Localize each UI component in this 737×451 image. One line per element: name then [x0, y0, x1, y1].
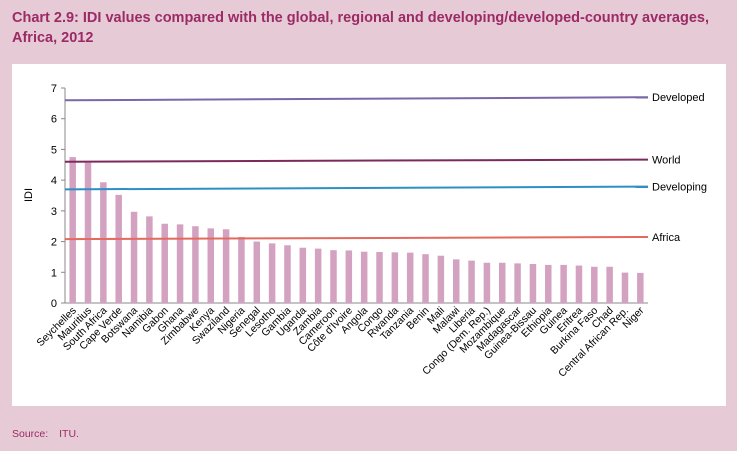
bar [238, 236, 245, 303]
y-tick-label: 7 [51, 83, 57, 95]
bar [146, 216, 153, 303]
bar [545, 264, 552, 303]
bar [314, 248, 322, 303]
y-tick-label: 6 [51, 114, 57, 126]
bar [637, 272, 644, 303]
bar [621, 272, 629, 303]
bar [406, 252, 414, 303]
bar [514, 263, 521, 303]
source-value: ITU. [59, 428, 79, 440]
bar [575, 265, 583, 303]
bar [130, 211, 138, 303]
bar [499, 262, 506, 303]
y-tick-label: 1 [51, 267, 57, 279]
reference-line-world [64, 158, 649, 163]
y-tick-label: 4 [51, 175, 57, 187]
reference-line-developed [64, 96, 649, 102]
bar [176, 224, 184, 303]
bar [299, 247, 307, 303]
bar [253, 241, 261, 303]
chart-title: Chart 2.9: IDI values compared with the … [12, 10, 709, 46]
y-tick-label: 5 [51, 144, 57, 156]
bars [69, 157, 644, 303]
bar [422, 254, 429, 303]
y-tick-label: 2 [51, 237, 57, 249]
y-axis-label: IDI [23, 188, 35, 202]
bar [330, 250, 337, 303]
bar [84, 162, 92, 303]
bar [452, 259, 460, 303]
bar [376, 252, 383, 303]
bar [69, 157, 76, 303]
bar [591, 266, 598, 303]
bar [100, 182, 107, 303]
bar [192, 226, 199, 303]
source-label: Source: [12, 428, 49, 440]
bar [161, 223, 168, 303]
bar [560, 264, 567, 303]
bar [468, 260, 475, 303]
reference-line-label: Developed [652, 92, 705, 104]
y-tick-label: 3 [51, 206, 57, 218]
source-note: Source: ITU. [12, 428, 79, 440]
reference-line-developing [64, 185, 649, 191]
bar [391, 252, 399, 303]
bar [437, 255, 445, 303]
bar [483, 262, 491, 303]
bar [222, 229, 230, 303]
bar [345, 250, 353, 303]
bar [207, 228, 214, 303]
bar [360, 251, 368, 303]
reference-lines: Developed World Developing Africa [64, 92, 707, 244]
reference-line-label: Developing [652, 182, 707, 194]
reference-line-label: World [652, 155, 681, 167]
bar [115, 194, 122, 303]
bar [529, 263, 537, 303]
reference-line-label: Africa [652, 232, 681, 244]
bar [268, 243, 276, 303]
bar [284, 245, 291, 303]
reference-line-africa [64, 235, 649, 241]
bar [606, 266, 613, 303]
y-tick-label: 0 [51, 298, 57, 310]
